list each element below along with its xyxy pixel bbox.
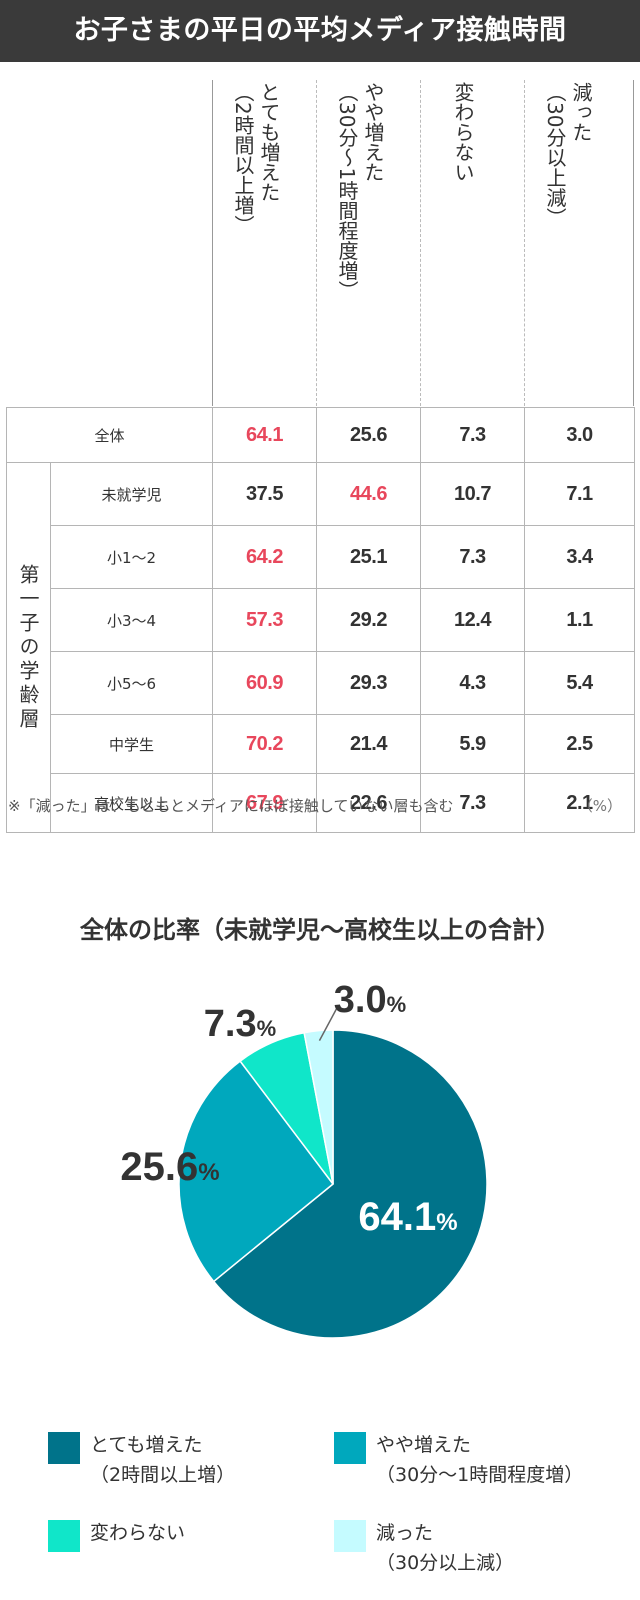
- table-cell: 60.9: [212, 651, 318, 715]
- slice-value-label: 25.6%: [120, 1145, 219, 1189]
- table-cell: 12.4: [420, 588, 526, 652]
- page-title: お子さまの平日の平均メディア接触時間: [73, 15, 567, 46]
- legend-sublabel: （30分以上減）: [376, 1552, 515, 1574]
- data-table-area: とても増えた （2時間以上増） やや増えた （30分〜1時間程度増） 変わらない…: [0, 62, 640, 792]
- column-header-line2: （30分〜1時間程度増）: [335, 82, 359, 301]
- media-time-table: 全体 64.1 25.6 7.3 3.0 第一子の学齢層 未就学児 37.5 4…: [5, 407, 636, 833]
- table-cell: 5.9: [420, 714, 526, 774]
- legend-sublabel: （2時間以上増）: [90, 1464, 236, 1486]
- table-cell: 67.9: [212, 773, 318, 833]
- legend-swatch: [334, 1520, 366, 1552]
- legend-swatch: [48, 1520, 80, 1552]
- pie-slice: [303, 1029, 334, 1185]
- table-cell: 1.1: [524, 588, 636, 652]
- pie-slice: [178, 1060, 335, 1283]
- row-label: 高校生以上: [49, 773, 214, 833]
- slice-value-label: 7.3%: [204, 1003, 276, 1045]
- column-header-line1: とても増えた: [257, 82, 281, 202]
- header-divider: [316, 80, 317, 406]
- table-cell: 5.4: [524, 651, 636, 715]
- table-cell: 22.6: [316, 773, 422, 833]
- column-header-line1: 減った: [569, 82, 593, 142]
- row-label: 小5〜6: [49, 651, 214, 715]
- table-row: 全体 64.1 25.6 7.3 3.0: [5, 407, 636, 463]
- pie-slice: [212, 1029, 488, 1339]
- table-cell: 2.5: [524, 714, 636, 774]
- column-header-line2: （30分以上減）: [543, 82, 567, 228]
- legend-label: とても増えた: [90, 1434, 203, 1456]
- table-cell: 29.2: [316, 588, 422, 652]
- table-cell: 7.1: [524, 462, 636, 526]
- column-header-line2: （2時間以上増）: [231, 82, 255, 235]
- legend-swatch: [334, 1432, 366, 1464]
- table-cell: 7.3: [420, 773, 526, 833]
- row-label: 小3〜4: [49, 588, 214, 652]
- table-cell: 37.5: [212, 462, 318, 526]
- table-cell: 70.2: [212, 714, 318, 774]
- leader-line: [318, 1005, 339, 1041]
- table-cell: 3.0: [524, 407, 636, 463]
- unit-label: （%）: [577, 797, 622, 815]
- header-divider: [524, 80, 525, 406]
- table-cell: 29.3: [316, 651, 422, 715]
- legend-swatch: [48, 1432, 80, 1464]
- table-row: 小5〜6 60.9 29.3 4.3 5.4: [7, 651, 636, 715]
- table-cell: 3.4: [524, 525, 636, 589]
- group-label: 第一子の学齢層: [6, 462, 51, 833]
- table-cell: 2.1: [524, 773, 636, 833]
- column-header-greatly-increased: とても増えた （2時間以上増）: [230, 82, 282, 402]
- row-label: 中学生: [49, 714, 214, 774]
- header-bar: お子さまの平日の平均メディア接触時間: [0, 0, 640, 62]
- header-divider: [633, 80, 634, 406]
- legend-label: 変わらない: [90, 1522, 186, 1544]
- table-cell: 64.1: [212, 407, 318, 463]
- header-divider: [420, 80, 421, 406]
- table-cell: 25.6: [316, 407, 422, 463]
- table-cell: 25.1: [316, 525, 422, 589]
- column-header-line1: やや増えた: [361, 82, 385, 182]
- table-cell: 4.3: [420, 651, 526, 715]
- table-cell: 21.4: [316, 714, 422, 774]
- table-row: 第一子の学齢層 未就学児 37.5 44.6 10.7 7.1: [6, 462, 636, 833]
- table-row: 小1〜2 64.2 25.1 7.3 3.4: [7, 525, 636, 589]
- table-cell: 10.7: [420, 462, 526, 526]
- table-cell: 57.3: [212, 588, 318, 652]
- table-cell: 64.2: [212, 525, 318, 589]
- row-label: 全体: [5, 407, 214, 463]
- slice-value-label: 3.0%: [334, 979, 406, 1021]
- column-header-decreased: 減った （30分以上減）: [542, 82, 594, 402]
- table-cell: 44.6: [316, 462, 422, 526]
- legend-sublabel: （30分〜1時間程度増）: [376, 1464, 584, 1486]
- table-cell: 7.3: [420, 407, 526, 463]
- column-header-unchanged: 変わらない: [450, 82, 476, 402]
- column-header-line1: 変わらない: [451, 82, 475, 182]
- pie-chart-title: 全体の比率（未就学児〜高校生以上の合計）: [80, 916, 560, 944]
- row-label: 小1〜2: [49, 525, 214, 589]
- row-label: 未就学児: [49, 462, 214, 526]
- table-row: 小3〜4 57.3 29.2 12.4 1.1: [7, 588, 636, 652]
- table-row: 高校生以上 67.9 22.6 7.3 2.1: [7, 773, 636, 833]
- legend-label: 減った: [376, 1522, 434, 1544]
- pie-chart: 64.1% 25.6% 7.3% 3.0%: [120, 979, 488, 1339]
- table-footnote: ※「減った」は、もともとメディアにほぼ接触していない層も含む: [8, 797, 454, 815]
- slice-value-label: 64.1%: [358, 1195, 457, 1239]
- legend-label: やや増えた: [376, 1434, 472, 1456]
- table-cell: 7.3: [420, 525, 526, 589]
- header-divider: [212, 80, 213, 406]
- table-row: 中学生 70.2 21.4 5.9 2.5: [7, 714, 636, 774]
- column-header-slightly-increased: やや増えた （30分〜1時間程度増）: [334, 82, 386, 402]
